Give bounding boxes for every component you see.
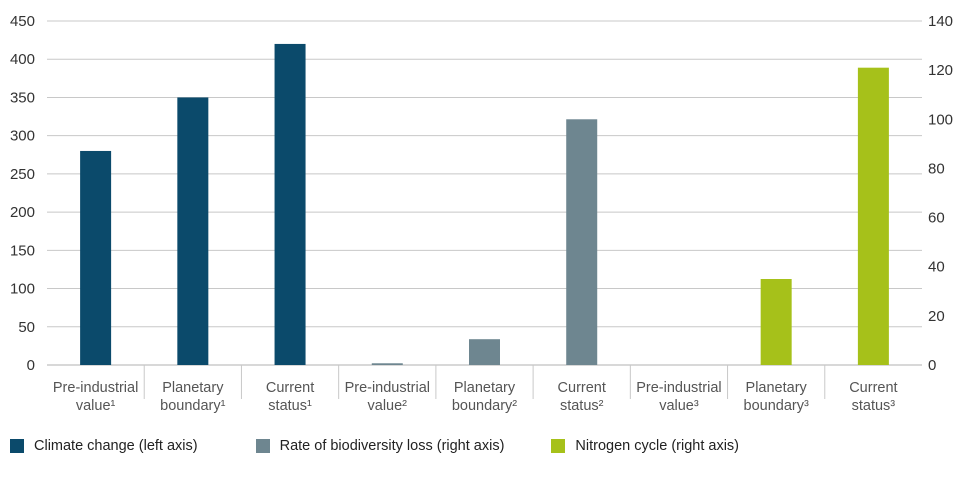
bar — [469, 339, 500, 365]
right-axis-tick-label: 20 — [928, 308, 945, 325]
category-label-line: value³ — [659, 398, 699, 414]
right-axis-tick-label: 60 — [928, 210, 945, 227]
category-label-line: Planetary — [454, 380, 516, 396]
category-label-line: status² — [560, 398, 604, 414]
left-axis-tick-label: 200 — [10, 204, 35, 221]
category-label: Planetary boundary¹ — [160, 380, 225, 414]
category-label-line: boundary³ — [744, 398, 809, 414]
category-label-line: status³ — [852, 398, 896, 414]
legend-item: Rate of biodiversity loss (right axis) — [255, 438, 505, 454]
category-label: Pre-industrial value³ — [636, 380, 721, 414]
category-label-line: Current — [558, 380, 606, 396]
bar — [177, 97, 209, 365]
left-axis-tick-label: 0 — [27, 357, 35, 374]
bar — [80, 150, 112, 365]
right-axis-tick-label: 0 — [928, 357, 936, 374]
category-label: Pre-industrial value¹ — [53, 380, 138, 414]
bar — [857, 67, 889, 365]
legend: Climate change (left axis) Rate of biodiv… — [10, 438, 739, 454]
right-axis-tick-label: 100 — [928, 111, 953, 128]
category-label-line: Current — [266, 380, 314, 396]
category-label-line: Pre-industrial — [636, 380, 721, 396]
category-label: Planetary boundary³ — [744, 380, 809, 414]
right-axis-tick-label: 120 — [928, 62, 953, 79]
category-label-line: Planetary — [162, 380, 224, 396]
legend-label: Climate change (left axis) — [34, 438, 198, 454]
bar — [760, 279, 792, 365]
category-label: Current status² — [558, 380, 606, 414]
right-axis-tick-label: 140 — [928, 13, 953, 30]
category-label-line: value² — [368, 398, 408, 414]
category-label-line: Planetary — [746, 380, 808, 396]
category-label-line: status¹ — [268, 398, 312, 414]
legend-swatch — [10, 439, 24, 453]
category-label: Pre-industrial value² — [345, 380, 430, 414]
legend-label: Rate of biodiversity loss (right axis) — [279, 438, 505, 454]
legend-swatch — [255, 439, 270, 453]
category-label-line: Current — [849, 380, 897, 396]
left-axis-tick-label: 150 — [10, 242, 35, 259]
category-label-line: boundary¹ — [160, 398, 225, 414]
legend-label: Nitrogen cycle (right axis) — [575, 438, 739, 454]
left-axis-tick-label: 300 — [10, 128, 35, 145]
legend-swatch — [551, 439, 566, 453]
left-axis-tick-label: 50 — [18, 319, 35, 336]
bar — [566, 119, 598, 366]
category-label-line: Pre-industrial — [345, 380, 430, 396]
left-axis-tick-label: 400 — [10, 51, 35, 68]
right-axis-tick-label: 40 — [928, 259, 945, 276]
left-axis-tick-label: 450 — [10, 13, 35, 30]
bar — [274, 43, 306, 365]
category-label: Planetary boundary² — [452, 380, 517, 414]
left-axis-tick-label: 100 — [10, 281, 35, 298]
category-label-line: boundary² — [452, 398, 517, 414]
left-axis-tick-label: 250 — [10, 166, 35, 183]
category-label: Current status³ — [849, 380, 897, 414]
category-label: Current status¹ — [266, 380, 314, 414]
category-label-line: Pre-industrial — [53, 380, 138, 396]
left-axis-tick-label: 350 — [10, 89, 35, 106]
bar — [371, 363, 403, 365]
legend-item: Nitrogen cycle (right axis) — [551, 438, 739, 454]
right-axis-tick-label: 80 — [928, 160, 945, 177]
category-label-line: value¹ — [76, 398, 116, 414]
legend-item: Climate change (left axis) — [10, 438, 198, 454]
